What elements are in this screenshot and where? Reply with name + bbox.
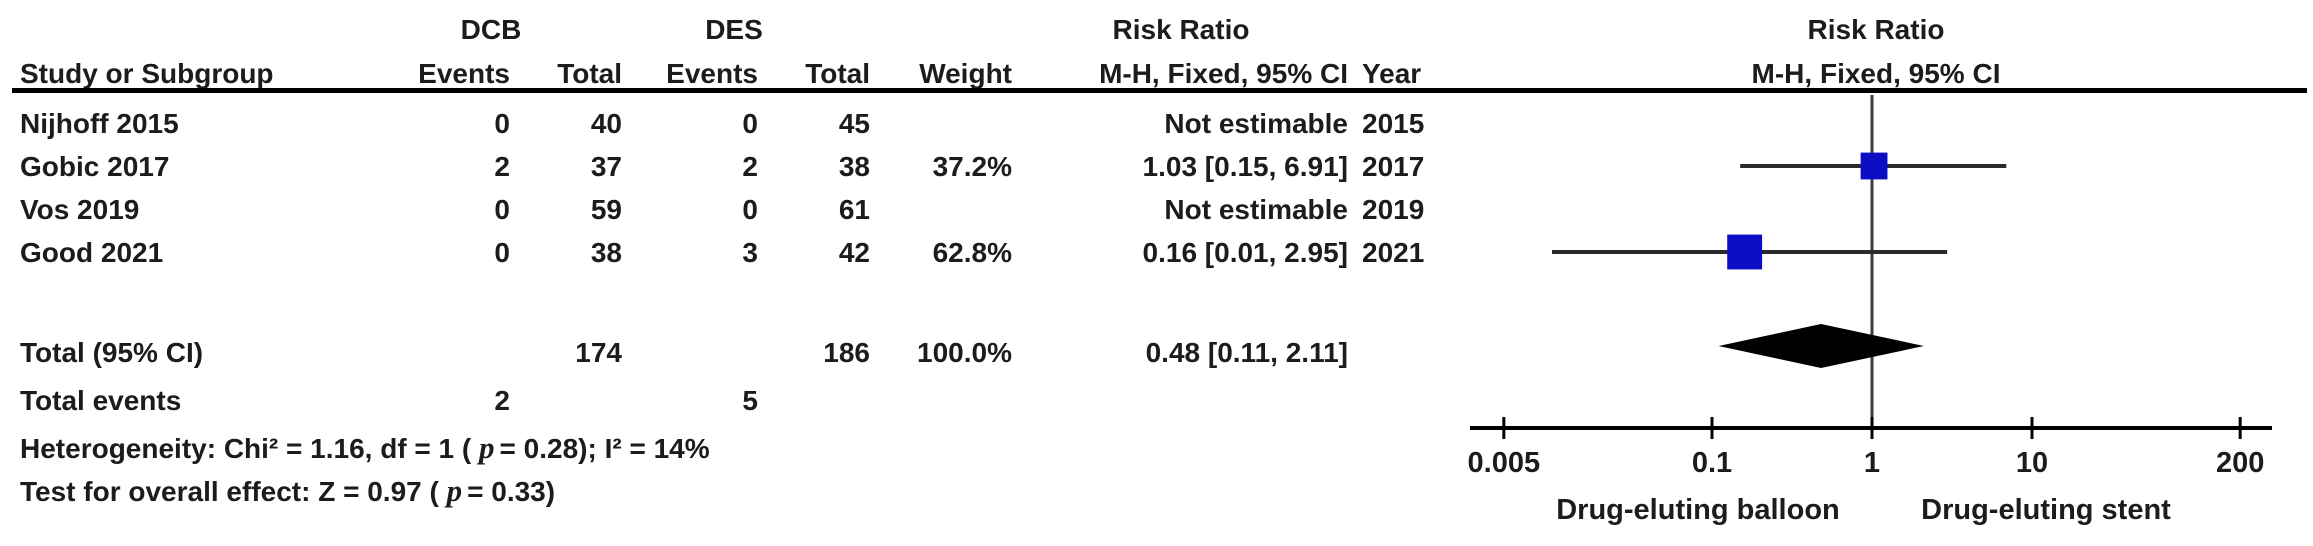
col-header-dcb-total: Total	[557, 58, 622, 89]
overall-effect-text: Test for overall effect: Z = 0.97 (	[20, 476, 447, 507]
total-events-dcb: 2	[494, 385, 510, 416]
year: 2019	[1362, 194, 1425, 225]
dcb-events: 0	[494, 108, 510, 139]
total-dcb-n: 174	[575, 337, 622, 368]
study-name: Nijhoff 2015	[20, 108, 179, 139]
total-events-row: Total events 2 5	[0, 384, 2313, 418]
total-risk-ratio-ci: 0.48 [0.11, 2.11]	[1145, 337, 1348, 368]
risk-ratio-ci: Not estimable	[1164, 194, 1348, 225]
des-events: 3	[742, 237, 758, 268]
study-name: Gobic 2017	[20, 151, 170, 182]
risk-ratio-ci: 1.03 [0.15, 6.91]	[1142, 151, 1348, 182]
overall-effect-line: Test for overall effect: Z = 0.97 ( p = 0…	[20, 474, 555, 508]
table-row: Good 2021 0 38 3 42 62.8% 0.16 [0.01, 2.…	[0, 236, 2313, 270]
header-separator-line	[12, 88, 2307, 93]
axis-tick-label: 0.005	[1467, 447, 1541, 479]
col-header-ci: M-H, Fixed, 95% CI	[1099, 58, 1348, 89]
des-total: 42	[838, 237, 870, 268]
col-header-study: Study or Subgroup	[20, 58, 274, 89]
heterogeneity-line: Heterogeneity: Chi² = 1.16, df = 1 ( p = …	[20, 431, 710, 465]
risk-ratio-ci: Not estimable	[1164, 108, 1348, 139]
total-row: Total (95% CI) 174 186 100.0% 0.48 [0.11…	[0, 336, 2313, 370]
total-label: Total (95% CI)	[20, 337, 204, 368]
header-row-groups: DCB DES Risk Ratio Risk Ratio	[0, 13, 2313, 47]
axis-tick-label: 10	[2015, 447, 2049, 479]
dcb-total: 37	[590, 151, 622, 182]
col-header-weight: Weight	[919, 58, 1012, 89]
axis-tick-label: 0.1	[1691, 447, 1733, 479]
weight	[862, 193, 1012, 227]
study-name: Vos 2019	[20, 194, 140, 225]
des-total: 38	[838, 151, 870, 182]
year: 2015	[1362, 108, 1425, 139]
weight: 62.8%	[932, 237, 1012, 268]
year: 2017	[1362, 151, 1425, 182]
col-header-des-events: Events	[666, 58, 758, 89]
dcb-events: 0	[494, 237, 510, 268]
dcb-total: 59	[590, 194, 622, 225]
col-header-dcb-events: Events	[418, 58, 510, 89]
plot-subheader: M-H, Fixed, 95% CI	[1751, 58, 2001, 89]
favours-left-label: Drug-eluting balloon	[1556, 494, 1840, 526]
total-events-label: Total events	[20, 385, 182, 416]
year: 2021	[1362, 237, 1425, 268]
total-events-des: 5	[742, 385, 758, 416]
header-row-columns: Study or Subgroup Events Total Events To…	[0, 57, 2313, 91]
dcb-events: 2	[494, 151, 510, 182]
dcb-events: 0	[494, 194, 510, 225]
table-row: Gobic 2017 2 37 2 38 37.2% 1.03 [0.15, 6…	[0, 150, 2313, 184]
effect-header-table: Risk Ratio	[1112, 14, 1250, 45]
table-row: Vos 2019 0 59 0 61 Not estimable 2019	[0, 193, 2313, 227]
group1-header: DCB	[460, 14, 522, 45]
col-header-des-total: Total	[805, 58, 870, 89]
risk-ratio-ci: 0.16 [0.01, 2.95]	[1142, 237, 1348, 268]
heterogeneity-text-end: = 0.28); I² = 14%	[499, 433, 710, 464]
overall-effect-text-end: = 0.33)	[467, 476, 556, 507]
des-total: 45	[838, 108, 870, 139]
total-weight: 100.0%	[917, 337, 1012, 368]
axis-tick-label: 1	[1863, 447, 1881, 479]
table-row: Nijhoff 2015 0 40 0 45 Not estimable 201…	[0, 107, 2313, 141]
dcb-total: 38	[590, 237, 622, 268]
p-symbol: p	[446, 473, 463, 508]
des-events: 0	[742, 194, 758, 225]
p-symbol: p	[479, 430, 495, 465]
weight: 37.2%	[932, 151, 1012, 182]
group2-header: DES	[705, 14, 763, 45]
des-events: 2	[742, 151, 758, 182]
dcb-total: 40	[590, 108, 622, 139]
effect-header-plot: Risk Ratio	[1807, 14, 1945, 45]
study-name: Good 2021	[20, 237, 164, 268]
favours-right-label: Drug-eluting stent	[1921, 494, 2171, 526]
axis-tick-label: 200	[2215, 447, 2265, 479]
total-des-n: 186	[823, 337, 870, 368]
col-header-year: Year	[1362, 58, 1422, 89]
heterogeneity-text: Heterogeneity: Chi² = 1.16, df = 1 (	[20, 433, 480, 464]
weight	[862, 107, 1012, 141]
des-events: 0	[742, 108, 758, 139]
des-total: 61	[838, 194, 870, 225]
